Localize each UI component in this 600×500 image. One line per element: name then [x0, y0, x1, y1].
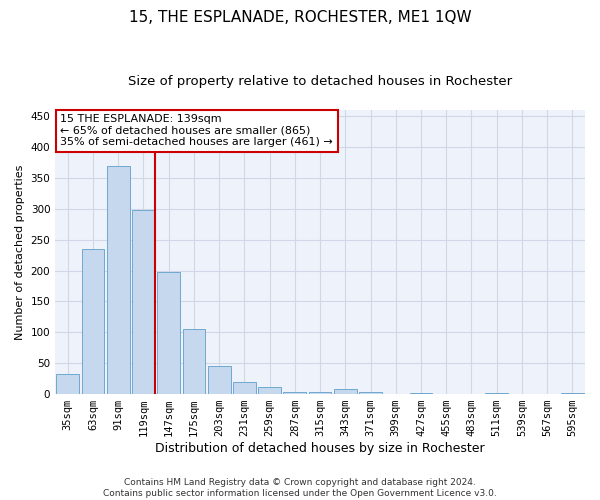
Bar — [410, 393, 433, 394]
Text: Contains HM Land Registry data © Crown copyright and database right 2024.
Contai: Contains HM Land Registry data © Crown c… — [103, 478, 497, 498]
Bar — [233, 382, 256, 394]
Bar — [82, 249, 104, 394]
Bar — [283, 392, 306, 394]
Bar — [208, 366, 230, 394]
Bar — [56, 374, 79, 394]
Bar — [107, 166, 130, 394]
Bar — [561, 393, 584, 394]
Bar — [309, 392, 331, 394]
Bar — [132, 210, 155, 394]
Bar — [334, 388, 356, 394]
Y-axis label: Number of detached properties: Number of detached properties — [15, 164, 25, 340]
Bar — [359, 392, 382, 394]
Bar — [258, 388, 281, 394]
Bar — [157, 272, 180, 394]
Title: Size of property relative to detached houses in Rochester: Size of property relative to detached ho… — [128, 75, 512, 88]
Text: 15 THE ESPLANADE: 139sqm
← 65% of detached houses are smaller (865)
35% of semi-: 15 THE ESPLANADE: 139sqm ← 65% of detach… — [61, 114, 333, 148]
X-axis label: Distribution of detached houses by size in Rochester: Distribution of detached houses by size … — [155, 442, 485, 455]
Bar — [182, 329, 205, 394]
Text: 15, THE ESPLANADE, ROCHESTER, ME1 1QW: 15, THE ESPLANADE, ROCHESTER, ME1 1QW — [128, 10, 472, 25]
